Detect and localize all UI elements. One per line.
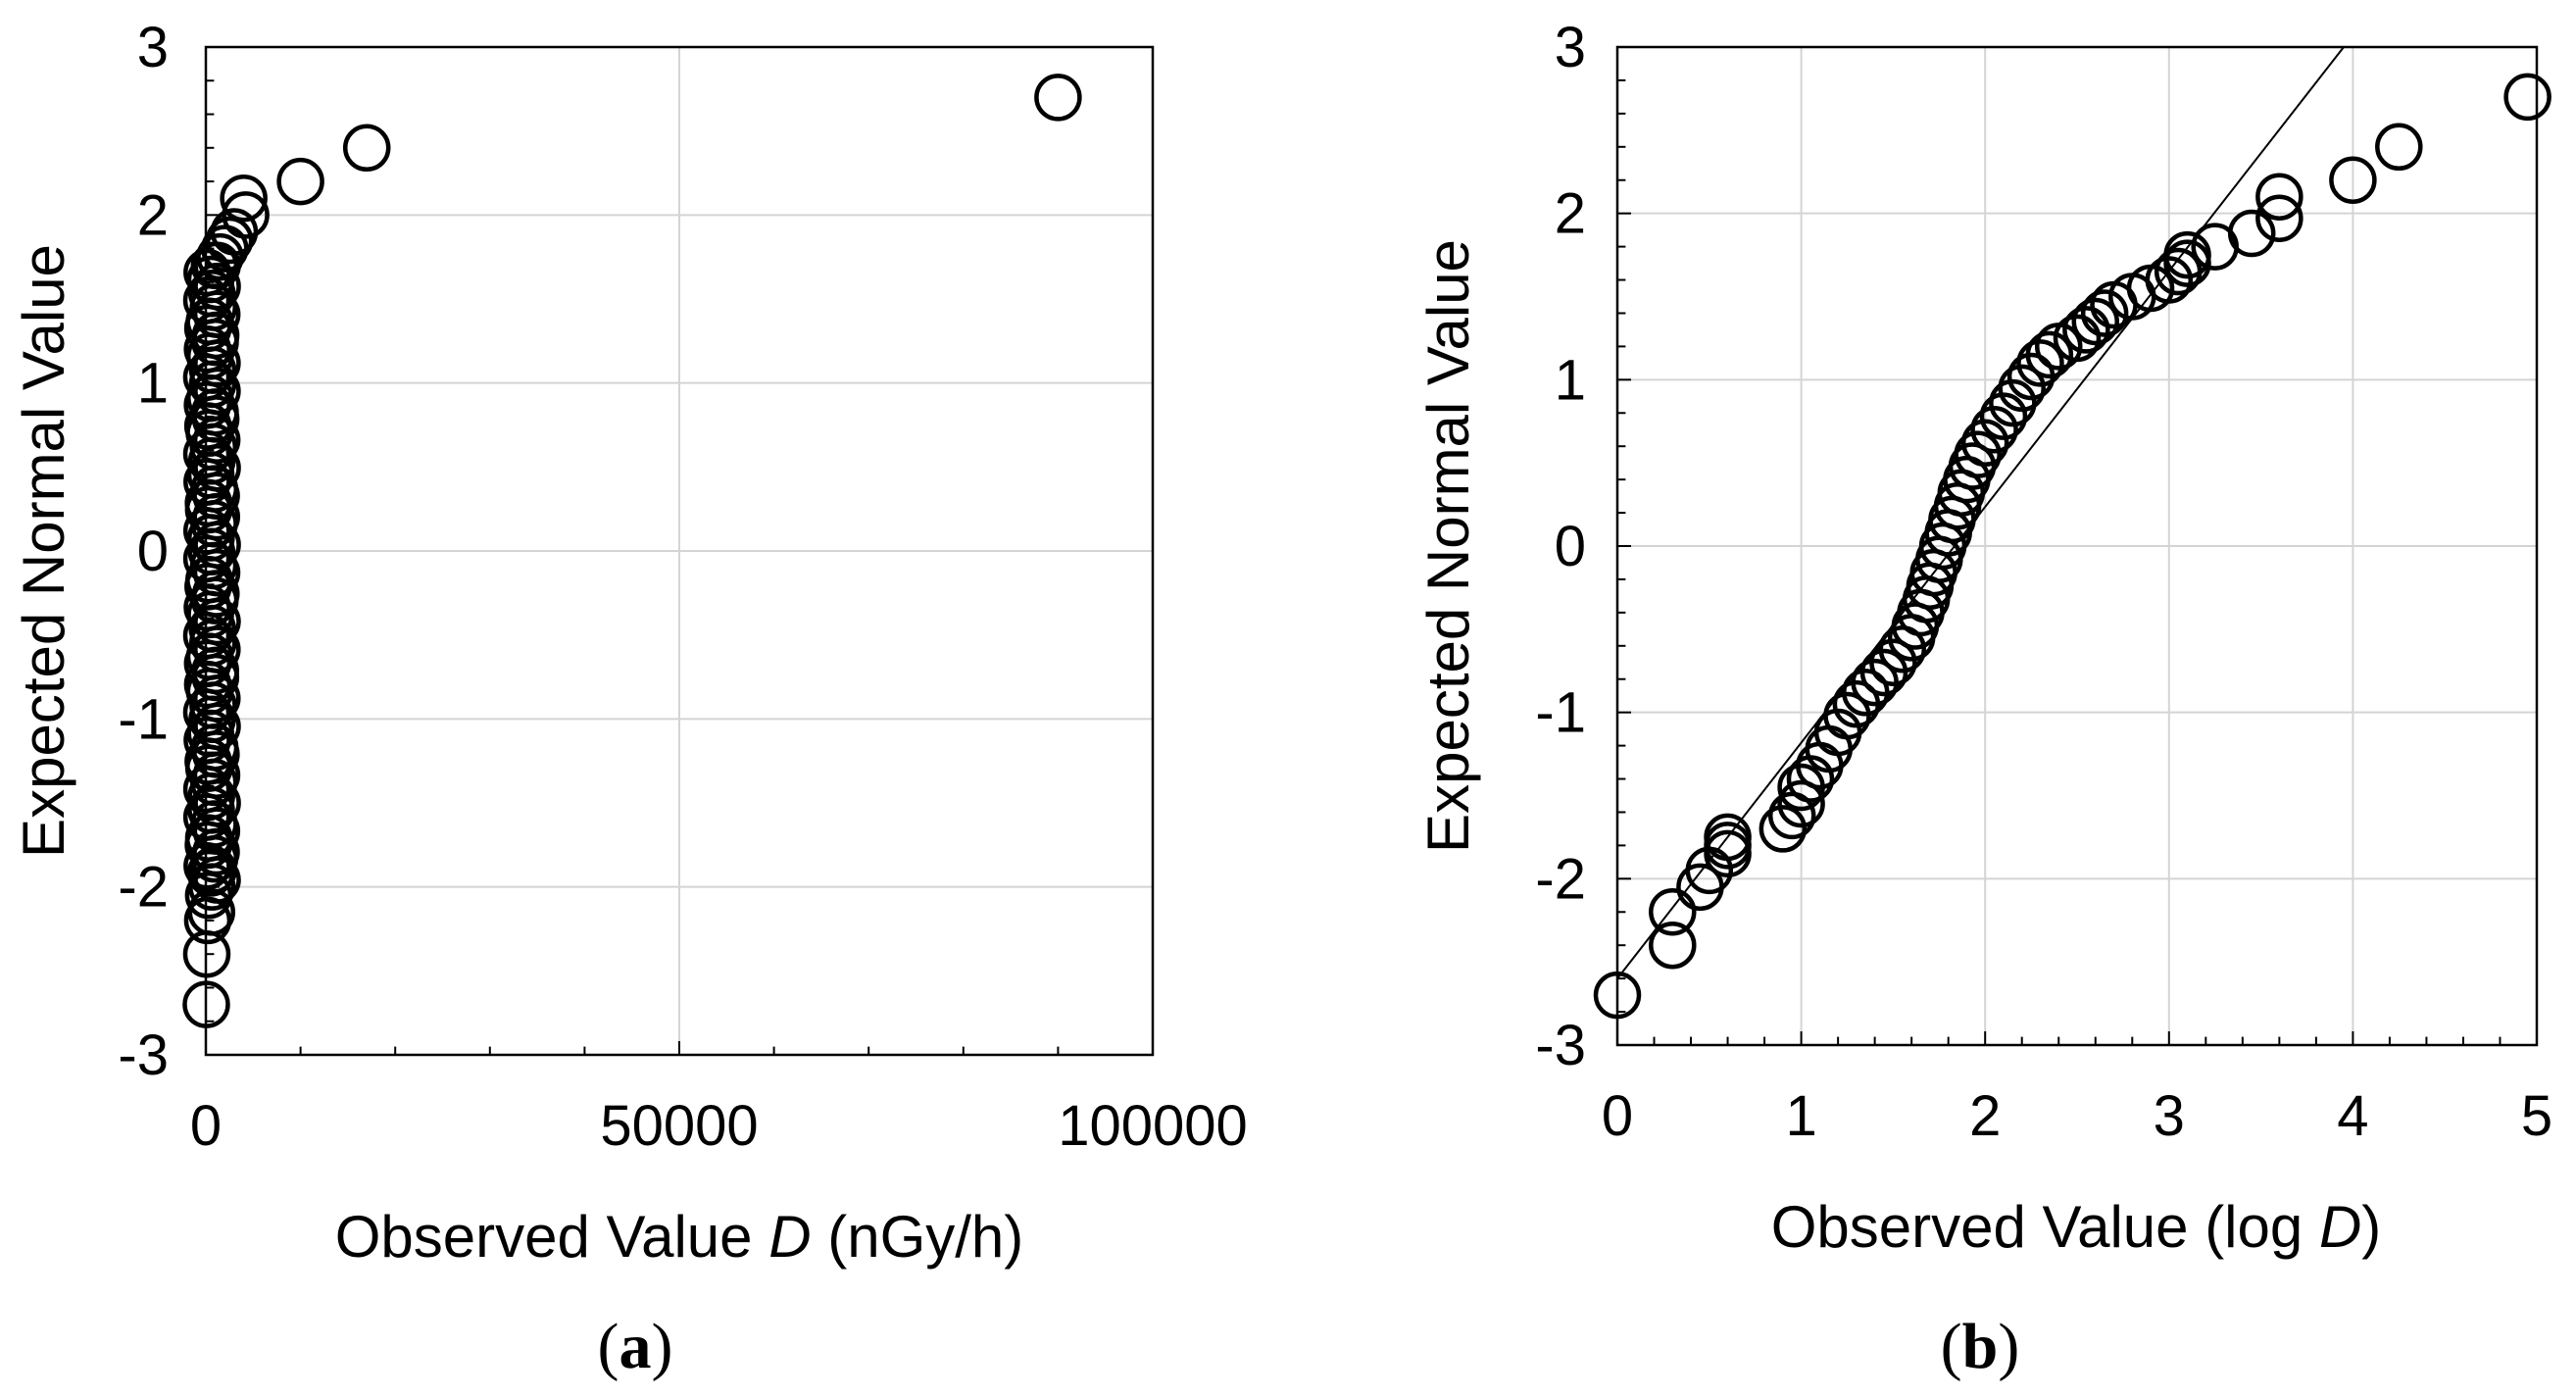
panel-b-data-point [2163, 230, 2211, 279]
panel-b-data-point [2255, 173, 2304, 221]
panel-b-points [1593, 73, 2551, 1020]
panel-b-data-point [2062, 306, 2110, 354]
panel-b-x-tick-label: 0 [1602, 1084, 1633, 1148]
panel-a-data-point [187, 269, 236, 318]
panel-a-y-tick-label: -1 [118, 687, 169, 751]
panel-a-grid [206, 47, 1153, 1055]
panel-a-y-tick-label: 2 [137, 183, 169, 247]
panel-b-x-axis-title-suffix: ) [2361, 1194, 2381, 1260]
panel-b-y-tick-labels: -3 -2 -1 0 1 2 3 [1535, 16, 1586, 1077]
panel-b-data-point [1649, 921, 1697, 970]
panel-b-data-point [2053, 314, 2102, 363]
panel-a-data-point [182, 980, 230, 1028]
panel-b-reference-line-group [1616, 46, 2345, 979]
panel-a-data-point [276, 157, 324, 206]
panel-a-data-point [183, 248, 231, 297]
panel-b-x-tick-label: 4 [2337, 1084, 2368, 1148]
panel-b-data-point [2503, 73, 2551, 122]
panel-a-data-point [190, 241, 239, 289]
panel-b-data-point [1777, 779, 1825, 828]
panel-b-x-tick-labels: 0 1 2 3 4 5 [1602, 1084, 2552, 1148]
panel-a-y-tick-label: 0 [137, 520, 169, 583]
panel-a-label: (a) [598, 1311, 673, 1382]
panel-b-y-tick-label: 2 [1555, 182, 1586, 246]
panel-a-data-point [182, 276, 231, 324]
panel-a-x-tick-label: 50000 [600, 1094, 758, 1158]
panel-b-data-point [1759, 805, 1808, 853]
panel-b-x-axis-title: Observed Value (log D) [1771, 1194, 2382, 1260]
panel-a-points [182, 74, 1082, 1028]
panel-b-data-point [1998, 364, 2046, 413]
panel-a-x-axis-title-prefix: Observed Value [335, 1204, 768, 1270]
panel-b-y-tick-label: -1 [1535, 681, 1586, 745]
panel-b-data-point [2227, 209, 2276, 258]
panel-b-label: (b) [1941, 1311, 2020, 1382]
panel-b-tick-marks [1616, 46, 2538, 1046]
panel-b-data-point [2016, 339, 2064, 387]
panel-b-label-open: ( [1941, 1311, 1962, 1382]
panel-b-data-point [2071, 297, 2120, 346]
panel-a-data-point [193, 262, 241, 311]
panel-b-y-tick-label: -3 [1535, 1014, 1586, 1077]
panel-b-data-point [1649, 888, 1697, 936]
panel-b-data-point [1593, 971, 1642, 1020]
panel-a-y-tick-label: 3 [137, 16, 169, 79]
panel-b-y-tick-label: 0 [1555, 515, 1586, 578]
panel-a-y-tick-label: 1 [137, 352, 169, 416]
panel-b-data-point [1954, 430, 2002, 478]
panel-b-x-tick-label: 1 [1785, 1084, 1816, 1148]
panel-b-y-tick-label: 3 [1555, 16, 1586, 79]
panel-a-x-tick-labels: 0 50000 100000 [190, 1094, 1248, 1158]
panel-b-y-axis-title: Expected Normal Value [1415, 239, 1481, 853]
panel-b-data-point [1869, 638, 1917, 687]
panel-a-x-axis-title-suffix: (nGy/h) [812, 1204, 1024, 1270]
panel-b-data-point [2329, 156, 2377, 204]
panel-b-x-axis-title-variable: D [2319, 1194, 2361, 1260]
panel-a-x-tick-label: 100000 [1058, 1094, 1248, 1158]
panel-a-y-tick-label: -2 [118, 856, 169, 920]
panel-a-data-point [182, 929, 231, 978]
panel-a-data-point [220, 174, 268, 223]
panel-a-x-axis-title-variable: D [768, 1204, 811, 1270]
panel-b-y-tick-label: 1 [1555, 348, 1586, 412]
panel-a: -3 -2 -1 0 1 2 3 0 50000 100000 Expected Normal … [11, 16, 1248, 1382]
panel-a-data-point [1034, 74, 1082, 122]
panel-a-y-tick-labels: -3 -2 -1 0 1 2 3 [118, 16, 169, 1087]
panel-a-y-tick-label: -3 [118, 1023, 169, 1087]
panel-b-label-letter: b [1962, 1311, 1999, 1382]
panel-b-x-tick-label: 2 [1969, 1084, 2001, 1148]
panel-b-reference-line [1616, 46, 2345, 979]
panel-a-label-close: ) [652, 1311, 673, 1382]
panel-b-label-close: ) [1998, 1311, 2019, 1382]
panel-b-y-tick-label: -2 [1535, 847, 1586, 911]
panel-b-data-point [1704, 813, 1752, 862]
panel-b-data-point [1960, 419, 2009, 468]
panel-a-label-letter: a [619, 1311, 652, 1382]
panel-a-label-open: ( [598, 1311, 619, 1382]
panel-b-data-point [2025, 330, 2074, 379]
panel-b-x-tick-label: 5 [2521, 1084, 2552, 1148]
panel-a-y-axis-title: Expected Normal Value [11, 244, 76, 858]
panel-b-data-point [2255, 194, 2304, 243]
panel-b-grid [1617, 47, 2537, 1045]
panel-b-x-tick-label: 3 [2154, 1084, 2185, 1148]
panel-b-data-point [1970, 405, 2018, 454]
panel-b-data-point [2375, 123, 2423, 172]
panel-a-x-tick-label: 0 [190, 1094, 222, 1158]
panel-b-data-point [2145, 256, 2194, 304]
panel-a-data-point [342, 124, 391, 173]
panel-a-x-axis-title: Observed Value D (nGy/h) [335, 1204, 1024, 1270]
panel-b-data-point [2080, 289, 2129, 337]
panel-b-x-axis-title-prefix: Observed Value (log [1771, 1194, 2319, 1260]
